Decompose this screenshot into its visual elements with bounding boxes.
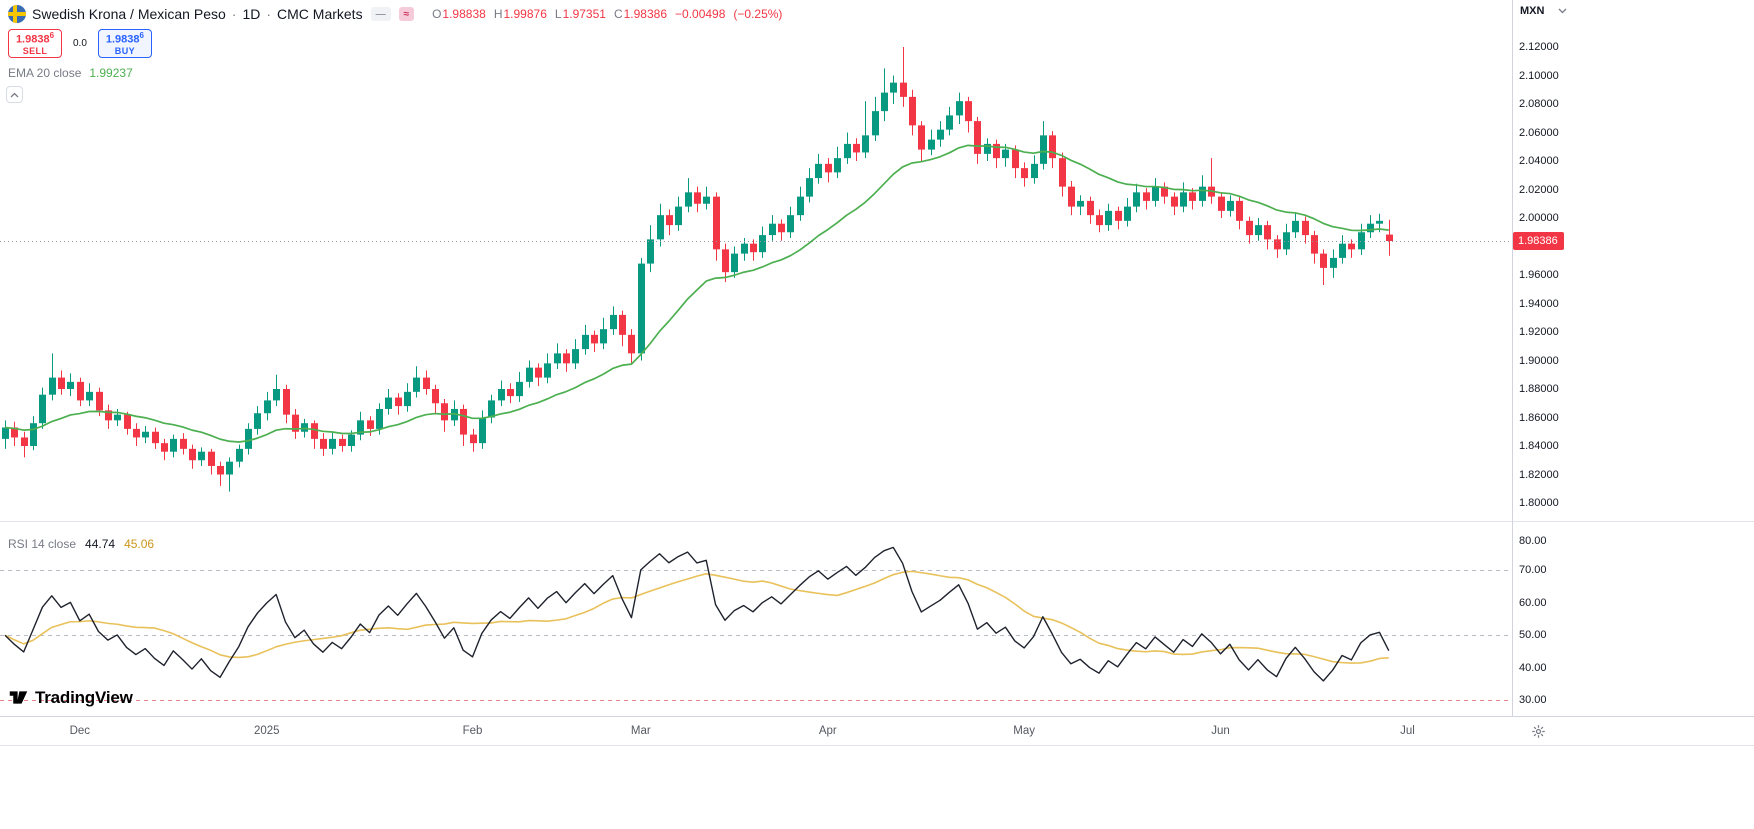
time-axis-label: May (1013, 725, 1036, 737)
legend-collapse-button[interactable] (6, 86, 23, 103)
price-tick-label: 2.10000 (1519, 69, 1559, 82)
price-tick-label: 1.80000 (1519, 497, 1559, 509)
title-separator: · (231, 6, 237, 22)
symbol-legend-row: Swedish Krona / Mexican Peso · 1D · CMC … (8, 5, 790, 23)
buy-button[interactable]: 1.98386 BUY (97, 29, 152, 58)
time-axis-label: Jul (1400, 725, 1415, 737)
rsi-tick-label: 40.00 (1519, 661, 1547, 674)
time-axis-label: Feb (462, 725, 483, 737)
trade-buttons-panel: 1.98386 SELL 0.0 1.98386 BUY (8, 29, 152, 58)
sell-price-fraction: 6 (49, 30, 55, 40)
ema-legend-label: EMA 20 close (8, 66, 82, 80)
sell-button[interactable]: 1.98386 SELL (8, 29, 62, 58)
rsi-tick-label: 30.00 (1519, 694, 1547, 706)
sell-label: SELL (22, 45, 48, 56)
tradingview-logo[interactable]: TradingView (8, 687, 133, 708)
price-scale-border (1512, 0, 1513, 746)
price-tick-label: 2.12000 (1519, 41, 1559, 53)
rsi-legend[interactable]: RSI 14 close 44.74 45.06 (8, 537, 154, 551)
market-status-icon[interactable]: — (370, 7, 391, 21)
rsi-legend-label: RSI 14 close (8, 537, 77, 551)
close-value: 1.98386 (623, 7, 668, 21)
price-tick-label: 2.02000 (1519, 183, 1559, 196)
high-value: 1.99876 (503, 7, 547, 21)
rsi-ma-legend-value: 45.06 (124, 537, 155, 551)
time-axis-label: 2025 (254, 725, 280, 737)
rsi-tick-label: 60.00 (1519, 596, 1547, 609)
rsi-legend-value: 44.74 (85, 537, 116, 551)
buy-label: BUY (114, 45, 135, 56)
buy-price-fraction: 6 (139, 30, 144, 40)
change-percent: (−0.25%) (733, 7, 783, 21)
price-tick-label: 1.96000 (1519, 269, 1559, 281)
chevron-up-icon (10, 92, 19, 97)
price-scale[interactable]: MXN 1.98386 2.12000 2.10000 2.08000 2.06000… (1513, 0, 1754, 716)
time-scale[interactable]: Dec 2025 Feb Mar Apr May Jun Jul (0, 716, 1754, 746)
settings-gear-icon[interactable] (1531, 724, 1546, 739)
rsi-tick-label: 50.00 (1519, 629, 1547, 642)
time-axis-label: Jun (1211, 725, 1230, 737)
symbol-title[interactable]: Swedish Krona / Mexican Peso (32, 6, 226, 22)
price-tick-label: 2.08000 (1519, 98, 1559, 110)
chevron-down-icon[interactable] (1558, 8, 1567, 14)
rsi-tick-label: 70.00 (1519, 564, 1547, 577)
sweden-flag-icon (8, 5, 26, 23)
pane-separator[interactable] (0, 521, 1754, 522)
currency-label[interactable]: MXN (1520, 5, 1545, 17)
price-tick-label: 1.82000 (1519, 468, 1559, 481)
price-tick-label: 1.84000 (1519, 440, 1559, 452)
price-tick-label: 1.92000 (1519, 326, 1559, 338)
open-label: O (432, 7, 442, 21)
open-value: 1.98838 (442, 7, 486, 21)
price-tick-label: 1.90000 (1519, 354, 1559, 367)
interval-label[interactable]: 1D (242, 6, 261, 22)
high-label: H (493, 7, 503, 21)
time-axis-label: Apr (818, 725, 837, 737)
ema-legend[interactable]: EMA 20 close 1.99237 (8, 66, 133, 80)
tradingview-logo-icon (9, 691, 28, 704)
last-price-tag: 1.98386 (1513, 231, 1564, 250)
price-scale-currency[interactable]: MXN (1520, 5, 1567, 17)
change-value: −0.00498 (675, 7, 726, 21)
sell-price: 1.9838 (15, 33, 50, 46)
broker-label[interactable]: CMC Markets (277, 6, 363, 22)
time-axis-label: Mar (630, 725, 651, 737)
chart-canvas[interactable] (0, 0, 1512, 716)
delayed-data-icon[interactable]: ≈ (398, 7, 415, 21)
rsi-tick-label: 80.00 (1519, 535, 1547, 548)
price-tick-label: 2.00000 (1519, 212, 1559, 224)
price-tick-label: 1.86000 (1519, 411, 1559, 424)
low-value: 1.97351 (562, 7, 606, 21)
price-tick-label: 2.06000 (1519, 126, 1559, 139)
price-tick-label: 1.94000 (1519, 297, 1559, 310)
ohlc-readout: O 1.98838 H 1.99876 L 1.97351 C 1.98386 −0.0… (432, 7, 790, 21)
buy-price: 1.9838 (105, 33, 140, 46)
low-label: L (554, 7, 562, 21)
close-label: C (613, 7, 623, 21)
title-separator: · (266, 6, 272, 22)
spread-value: 0.0 (73, 38, 87, 49)
ema-legend-value: 1.99237 (89, 66, 133, 80)
tradingview-logo-text: TradingView (35, 687, 133, 707)
price-tick-label: 2.04000 (1519, 155, 1559, 167)
time-axis-label: Dec (69, 725, 91, 737)
price-tick-label: 1.88000 (1519, 383, 1559, 395)
